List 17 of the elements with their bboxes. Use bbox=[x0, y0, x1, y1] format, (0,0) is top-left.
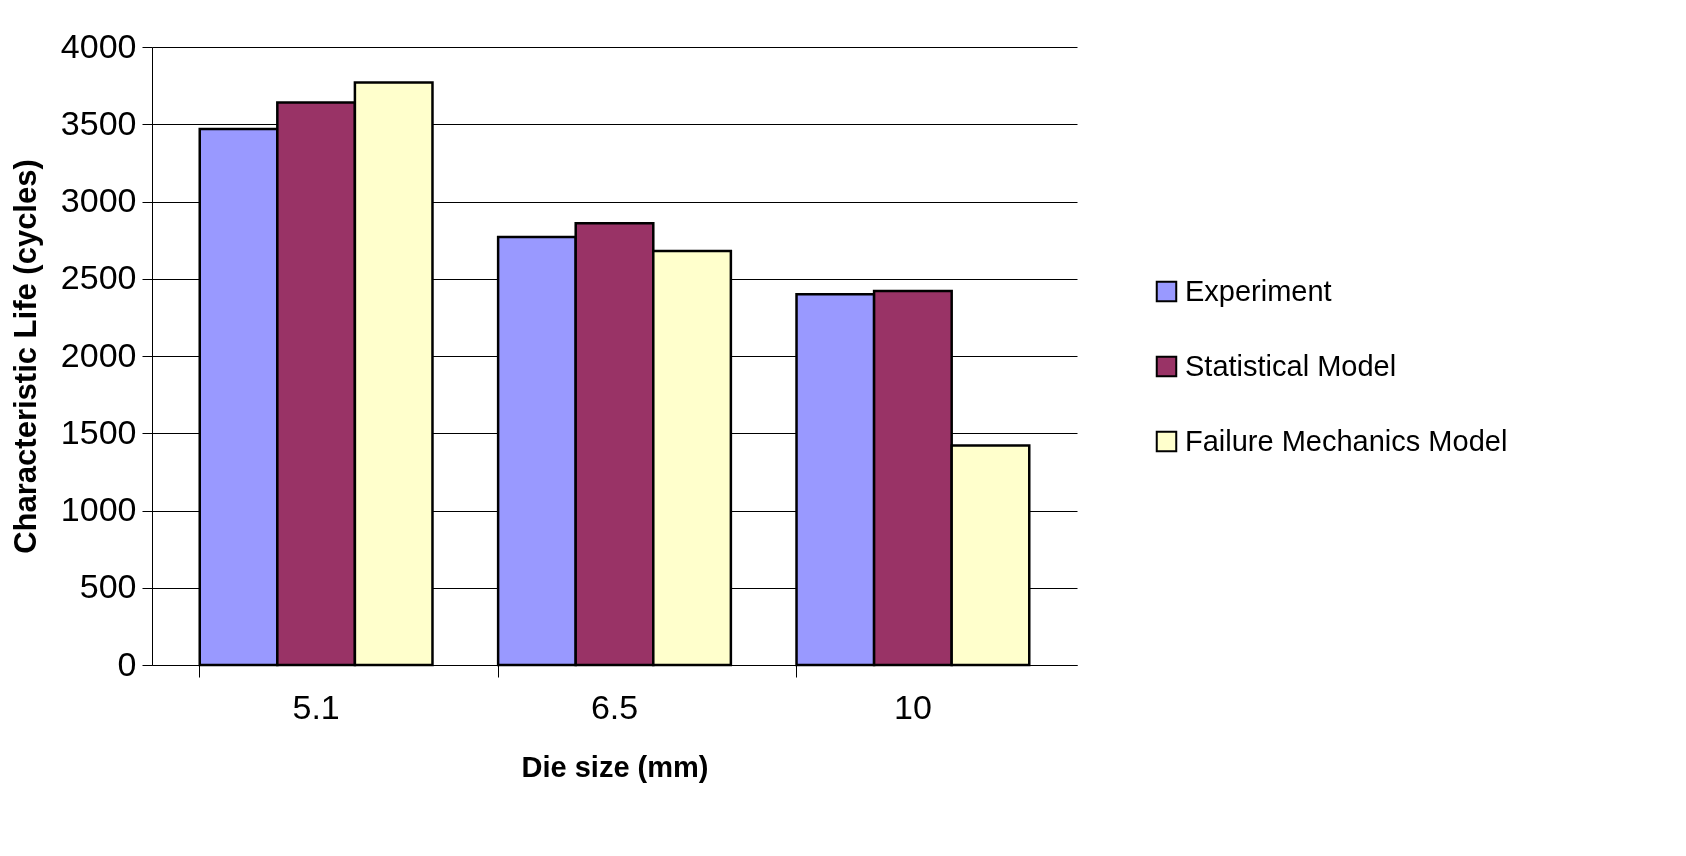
y-tick-label: 1500 bbox=[60, 412, 137, 451]
y-tick-label: 3500 bbox=[60, 103, 137, 142]
y-tick-label: 2000 bbox=[60, 335, 137, 374]
legend-label: Experiment bbox=[1185, 274, 1332, 307]
y-tick-label: 500 bbox=[79, 567, 137, 606]
y-tick-label: 1000 bbox=[60, 490, 137, 528]
y-tick-label: 0 bbox=[117, 644, 137, 683]
x-tick-label: 10 bbox=[893, 687, 932, 726]
y-tick-label: 4000 bbox=[60, 26, 137, 65]
legend-label: Failure Mechanics Model bbox=[1185, 424, 1508, 457]
y-axis-title: Characteristic Life (cycles) bbox=[7, 159, 43, 554]
x-tick-label: 6.5 bbox=[590, 687, 639, 726]
x-axis-title: Die size (mm) bbox=[521, 750, 709, 783]
legend-label: Statistical Model bbox=[1185, 349, 1397, 382]
y-tick-label: 3000 bbox=[60, 181, 137, 219]
x-tick-label: 5.1 bbox=[292, 687, 340, 726]
y-tick-label: 2500 bbox=[60, 258, 137, 297]
